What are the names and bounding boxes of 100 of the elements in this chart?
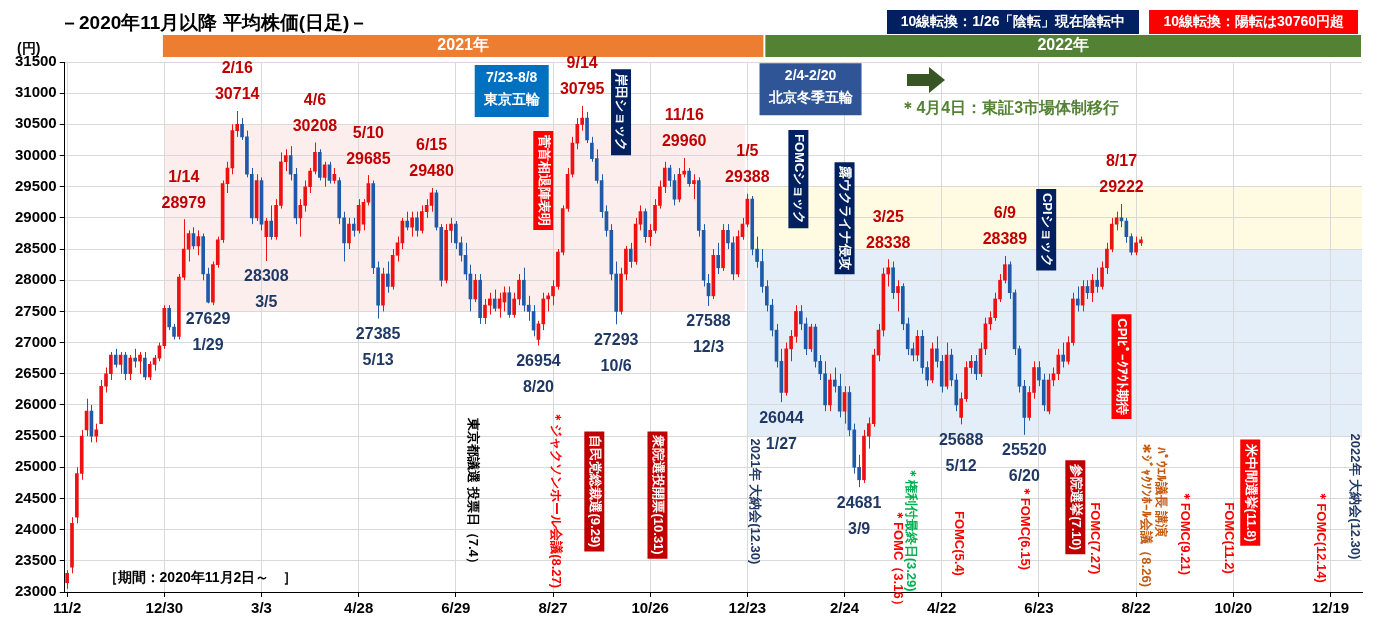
annotation: 25520 6/20: [1002, 441, 1047, 485]
annotation: ＊ジャクソンホール会議(8.27): [548, 411, 564, 589]
candlestick: [575, 117, 580, 150]
annotation: 参院選挙(7.10): [1068, 463, 1084, 551]
y-tick-label: 23000: [14, 582, 57, 600]
text: 10線転換：陽転は30760円超: [1149, 10, 1358, 34]
candlestick: [313, 142, 317, 175]
candlestick: [94, 423, 99, 443]
candlestick: [512, 292, 516, 319]
y-tick-label: 24500: [14, 488, 57, 506]
annotation: 11/16 29960: [661, 106, 707, 150]
candlestick: [628, 242, 633, 269]
annotation: 岸田ショック: [614, 72, 630, 152]
annotation: ＊FOMC(9.21): [1178, 489, 1194, 575]
annotation: ＊FOMC(12.14): [1314, 490, 1330, 583]
annotation: 菅首相退陣表明: [536, 133, 552, 226]
x-tick-label: 3/3: [251, 599, 272, 617]
annotation: 27588 12/3: [686, 312, 731, 356]
annotation: 6/9 28389: [982, 204, 1028, 248]
annotation: 米中間選挙(11.8): [1243, 442, 1259, 542]
candlestick: [167, 304, 172, 331]
candlestick: [1056, 348, 1061, 381]
y-tick-label: 30000: [14, 145, 57, 163]
annotation: 自民党総裁選(9.29): [587, 435, 603, 548]
x-tick-label: 4/28: [344, 599, 374, 617]
y-tick-label: 29500: [14, 176, 57, 194]
annotation: FOMCショック: [791, 134, 807, 225]
candlestick: [405, 211, 410, 231]
candlestick: [138, 351, 142, 375]
x-tick-label: 12/23: [728, 599, 767, 617]
annotation: ﾊﾟｳｴﾙ議長 講演: [1153, 446, 1169, 538]
candlestick: [507, 285, 512, 319]
y-tick-label: 24000: [14, 519, 57, 537]
annotation: FOMC(5.4): [952, 510, 968, 576]
x-tick-label: 10/26: [631, 599, 669, 617]
y-tick-label: 26000: [14, 395, 57, 413]
chart-title: －2020年11月以降 平均株価(日足)－: [60, 11, 369, 35]
annotation: FOMC(7.27): [1088, 502, 1104, 575]
annotation: 28308 3/5: [244, 267, 289, 311]
y-tick-label: 27500: [14, 301, 57, 319]
candlestick: [410, 211, 414, 238]
annotation: 5/10 29685: [346, 123, 391, 167]
annotation: 露ウクライナ侵攻: [837, 165, 853, 271]
text: 2022年: [1037, 36, 1089, 54]
candlestick: [415, 211, 419, 238]
y-axis-title: (円): [17, 39, 41, 56]
candlestick: [585, 111, 589, 144]
annotation: ［期間：2020年11月2日～ ］: [103, 569, 298, 586]
y-tick-label: 25000: [14, 457, 57, 475]
annotation: FOMC(11.2): [1221, 502, 1237, 574]
y-tick-label: 23500: [14, 550, 57, 568]
y-tick-label: 27000: [14, 332, 57, 350]
candlestick: [113, 348, 118, 369]
candlestick: [128, 354, 133, 381]
candlestick: [517, 273, 521, 306]
annotation: 27385 5/13: [355, 324, 401, 368]
candlestick: [133, 348, 137, 369]
annotation: 25688 5/12: [938, 430, 984, 474]
candlestick: [65, 569, 69, 590]
annotation: 7/23-8/8 東京五輪: [482, 68, 541, 107]
candlestick: [143, 351, 147, 381]
x-tick-label: 8/27: [538, 599, 568, 617]
candlestick: [716, 242, 721, 275]
y-tick-label: 28500: [14, 239, 57, 257]
candlestick: [473, 273, 478, 303]
annotation: 1/5 29388: [725, 142, 770, 186]
annotation: 26954 8/20: [516, 351, 561, 395]
annotation: 2/16 30714: [214, 59, 260, 103]
y-tick-label: 26500: [14, 363, 57, 381]
candlestick: [147, 360, 152, 381]
annotation: 24681 3/9: [836, 493, 882, 537]
candlestick: [351, 217, 356, 238]
annotation: 2/4-2/20 北京冬季五輪: [767, 67, 854, 106]
candlestick: [196, 229, 201, 256]
annotation: 1/14 28979: [161, 167, 207, 211]
x-tick-label: 12/30: [145, 599, 184, 617]
y-tick-label: 29000: [14, 208, 57, 226]
candlestick: [385, 261, 390, 294]
annotation: ＊4月4日：東証3市場体制移行: [900, 99, 1120, 117]
candlestick: [347, 217, 351, 250]
candlestick: [687, 167, 691, 188]
x-tick-label: 10/20: [1214, 599, 1253, 617]
annotation: CPIショック: [1039, 192, 1055, 267]
annotation: ＊権利付最終日(3.29): [903, 466, 919, 592]
x-tick-label: 11/2: [52, 599, 82, 617]
x-tick-label: 4/22: [927, 599, 957, 617]
annotation: 27629 1/29: [185, 309, 231, 353]
candlestick: [269, 204, 274, 241]
annotation: 6/15 29480: [409, 136, 454, 180]
y-tick-label: 25500: [14, 426, 57, 444]
annotation: 2022年 大納会(12.30): [1348, 433, 1364, 560]
annotation: 4/6 30208: [292, 90, 338, 134]
candlestick: [798, 304, 803, 331]
annotation: 8/17 29222: [1099, 152, 1144, 196]
annotation: 東京都議選 投票日（7.4）: [466, 417, 482, 570]
x-tick-label: 12/19: [1311, 599, 1350, 617]
candlestick: [1095, 267, 1100, 294]
x-tick-label: 6/29: [441, 599, 471, 617]
candlestick: [692, 173, 696, 200]
candlestick: [886, 258, 891, 287]
